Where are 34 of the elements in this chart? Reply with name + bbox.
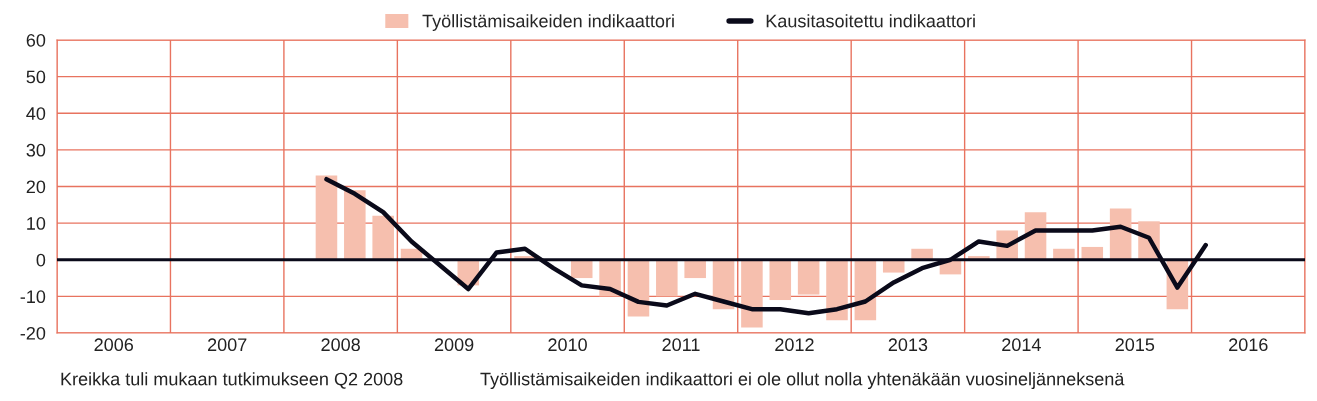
bar	[741, 259, 763, 328]
x-tick-label: 2016	[1229, 338, 1268, 352]
y-tick-label: 30	[26, 143, 46, 157]
x-tick-label: 2015	[1115, 338, 1155, 352]
y-tick-label: -20	[20, 326, 46, 340]
text: Kreikka tuli mukaan tutkimukseen Q2 2008	[61, 372, 403, 389]
bar	[656, 259, 678, 297]
y-tick-label: 10	[27, 217, 46, 230]
bar	[372, 215, 394, 260]
x-tick-label: 2007	[208, 338, 247, 352]
x-tick-label: 2012	[775, 338, 814, 352]
bar	[769, 259, 792, 301]
text: Työllistämisaikeiden indikaattori ei ole ollut nolla yhtenäkään vuosineljänneksenä	[480, 372, 1125, 389]
x-tick-label: 2009	[434, 338, 474, 352]
y-tick-label: 40	[26, 107, 46, 120]
y-tick-label: 50	[26, 70, 46, 84]
legend-label: Kausitasoitettu indikaattori	[766, 14, 975, 28]
x-tick-label: 2013	[888, 338, 928, 352]
bar	[570, 259, 593, 279]
x-tick-label: 2006	[94, 338, 134, 352]
x-tick-label: 2008	[321, 338, 360, 352]
y-tick-label: 60	[26, 33, 46, 47]
x-tick-label: 2010	[548, 338, 587, 352]
bar	[344, 190, 366, 260]
y-tick-label: -10	[20, 290, 46, 304]
bar	[684, 259, 706, 279]
y-tick-label: 0	[36, 253, 46, 267]
bar	[882, 259, 905, 273]
bar	[797, 259, 820, 295]
bar	[315, 175, 338, 260]
x-tick-label: 2011	[662, 338, 700, 352]
x-tick-label: 2014	[1002, 338, 1041, 352]
legend-label: Työllistämisaikeiden indikaattori	[422, 14, 674, 31]
y-tick-label: 20	[26, 180, 46, 194]
